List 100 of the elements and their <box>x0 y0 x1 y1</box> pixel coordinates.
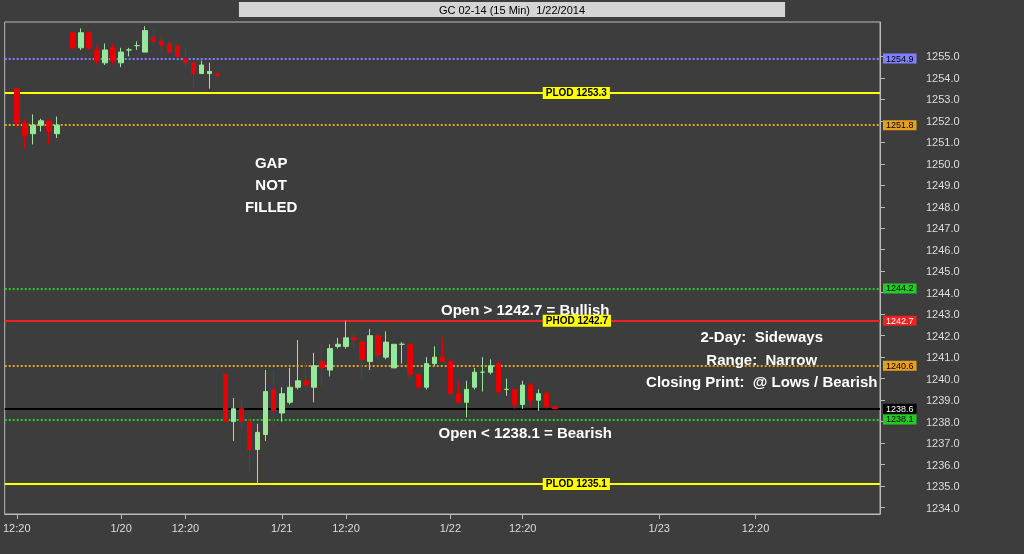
candlestick <box>263 369 268 442</box>
y-tick-label: 1235.0 <box>926 480 960 493</box>
candlestick <box>303 360 309 393</box>
ref-line-label: 1238.1 <box>886 414 914 425</box>
y-tick-label: 1248.0 <box>926 200 960 213</box>
y-tick-label: 1239.0 <box>926 394 960 407</box>
annotation: PLOD 1253.3 <box>545 87 608 99</box>
annotation: 2-Day: Sideways <box>700 328 824 346</box>
ref-line-label: 1240.6 <box>886 360 914 371</box>
y-tick-label: 1240.0 <box>926 372 960 385</box>
y-tick-label: 1244.0 <box>926 286 960 299</box>
candlestick <box>126 47 132 57</box>
candlestick <box>440 337 445 362</box>
candlestick <box>407 343 413 380</box>
candlestick <box>311 352 317 403</box>
candlestick <box>496 360 501 395</box>
x-tick-label: 12:20 <box>332 521 360 534</box>
y-tick-label: 1237.0 <box>926 437 960 450</box>
y-tick-label: 1255.0 <box>926 50 960 63</box>
candlestick <box>231 397 236 442</box>
y-tick-label: 1251.0 <box>926 136 960 149</box>
candlestick <box>70 32 76 51</box>
candlestick <box>175 45 180 60</box>
candlestick <box>528 382 533 408</box>
x-tick-label: 12:20 <box>508 521 537 534</box>
candlestick <box>134 40 140 51</box>
candlestick <box>30 113 36 145</box>
y-tick-label: 1242.0 <box>926 329 960 342</box>
x-tick-label: 12:20 <box>171 521 200 534</box>
candlestick <box>86 30 92 51</box>
candlestick <box>118 47 124 68</box>
y-tick-label: 1247.0 <box>926 222 960 235</box>
candlestick <box>199 60 204 75</box>
candlestick <box>424 356 429 390</box>
candlestick <box>351 333 357 350</box>
candlestick <box>102 42 108 66</box>
candlestick <box>287 367 293 405</box>
x-tick-label: 12:20 <box>741 521 770 534</box>
candlestick <box>512 388 517 410</box>
annotation: Range: Narrow <box>706 350 818 368</box>
annotation: Closing Print: @ Lows / Bearish <box>646 372 878 390</box>
candlestick <box>239 399 244 429</box>
ref-line-label: 1254.9 <box>886 53 914 64</box>
candlestick <box>343 320 349 350</box>
candlestick <box>151 27 156 47</box>
y-tick-label: 1253.0 <box>926 93 960 106</box>
candlestick <box>223 373 228 423</box>
candlestick <box>432 345 437 367</box>
y-tick-label: 1238.0 <box>926 415 960 428</box>
y-tick-label: 1241.0 <box>926 351 960 364</box>
candlestick <box>416 373 421 390</box>
x-tick-label: 1/20 <box>110 521 132 534</box>
candlestick <box>456 380 461 403</box>
candlestick <box>46 118 52 145</box>
candlestick <box>54 116 60 139</box>
ref-line-label: 1251.8 <box>886 120 914 131</box>
candlestick <box>271 369 276 427</box>
candlestick <box>78 27 84 51</box>
x-tick-label: 1/21 <box>271 521 293 534</box>
candlestick <box>319 343 325 388</box>
candlestick <box>14 88 20 128</box>
ref-line-label: 1238.6 <box>886 403 914 414</box>
ref-line-label: 1242.7 <box>886 315 914 326</box>
x-tick-label: 1/22 <box>439 521 462 534</box>
candlestick <box>38 118 44 133</box>
candlestick <box>367 328 373 371</box>
candlestick <box>94 45 100 66</box>
candlestick <box>207 62 212 90</box>
candlestick <box>464 380 469 418</box>
annotation: GAP NOT FILLED <box>244 153 298 215</box>
y-tick-label: 1236.0 <box>926 458 960 471</box>
candlestick <box>183 47 188 68</box>
candlestick <box>327 343 333 377</box>
y-tick-label: 1250.0 <box>926 157 960 170</box>
candlestick <box>488 358 493 375</box>
candlestick <box>480 356 485 393</box>
candlestick <box>399 341 405 365</box>
candlestick <box>536 388 541 412</box>
y-tick-label: 1249.0 <box>926 179 960 192</box>
candlestick <box>520 380 525 410</box>
candlestick <box>375 335 381 360</box>
chart-title: GC 02-14 (15 Min) 1/22/2014 <box>438 3 586 16</box>
candlestick <box>191 60 196 90</box>
y-tick-label: 1245.0 <box>926 265 960 278</box>
candlestick <box>215 70 220 79</box>
candlestick <box>391 343 397 369</box>
candlestick <box>247 418 252 472</box>
x-tick-label: 12:20 <box>2 521 31 534</box>
candlestick <box>383 330 389 360</box>
candlestick <box>167 40 172 55</box>
candlestick <box>504 378 509 397</box>
candlestick <box>279 386 285 423</box>
y-tick-label: 1246.0 <box>926 243 960 256</box>
y-tick-label: 1254.0 <box>926 71 960 84</box>
candlestick <box>472 367 477 390</box>
candlestick <box>448 358 453 395</box>
annotation: PLOD 1235.1 <box>545 478 608 490</box>
ref-line-label: 1244.2 <box>886 283 914 294</box>
candlestick <box>255 423 260 485</box>
candlestick <box>359 339 365 380</box>
